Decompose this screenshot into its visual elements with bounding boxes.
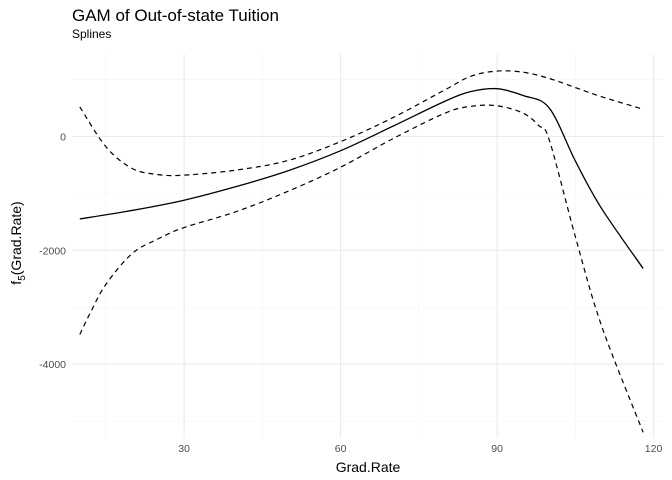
fit-series-line [79, 87, 644, 269]
x-axis-title: Grad.Rate [336, 459, 401, 475]
y-axis-title-sub: 5 [17, 275, 28, 281]
grid [72, 54, 664, 438]
y-tick-label: -2000 [39, 245, 66, 257]
chart-subtitle: Splines [72, 27, 111, 41]
series-group [79, 70, 644, 433]
x-tick-label: 120 [645, 443, 663, 455]
lower-series-line [79, 104, 644, 433]
x-tick-label: 30 [178, 443, 190, 455]
upper-series-line [79, 70, 644, 177]
x-tick-label: 60 [335, 443, 347, 455]
y-tick-label: -4000 [39, 359, 66, 371]
y-axis-title: f5(Grad.Rate) [8, 201, 28, 284]
y-tick-label: 0 [60, 131, 66, 143]
y-axis-title-main: f [8, 281, 24, 285]
x-tick-label: 90 [491, 443, 503, 455]
tick-labels: 30 60 90 120 -4000 -2000 0 [39, 131, 662, 455]
chart-title: GAM of Out-of-state Tuition [72, 6, 279, 25]
y-axis-title-arg: (Grad.Rate) [8, 201, 24, 275]
